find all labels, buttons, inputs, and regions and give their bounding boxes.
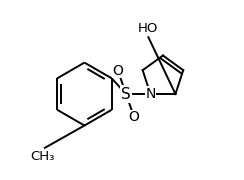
Text: O: O: [112, 64, 123, 78]
Text: HO: HO: [138, 22, 159, 35]
Text: CH₃: CH₃: [31, 150, 55, 163]
Text: S: S: [121, 87, 131, 102]
Text: O: O: [129, 110, 140, 124]
Text: N: N: [145, 87, 156, 101]
